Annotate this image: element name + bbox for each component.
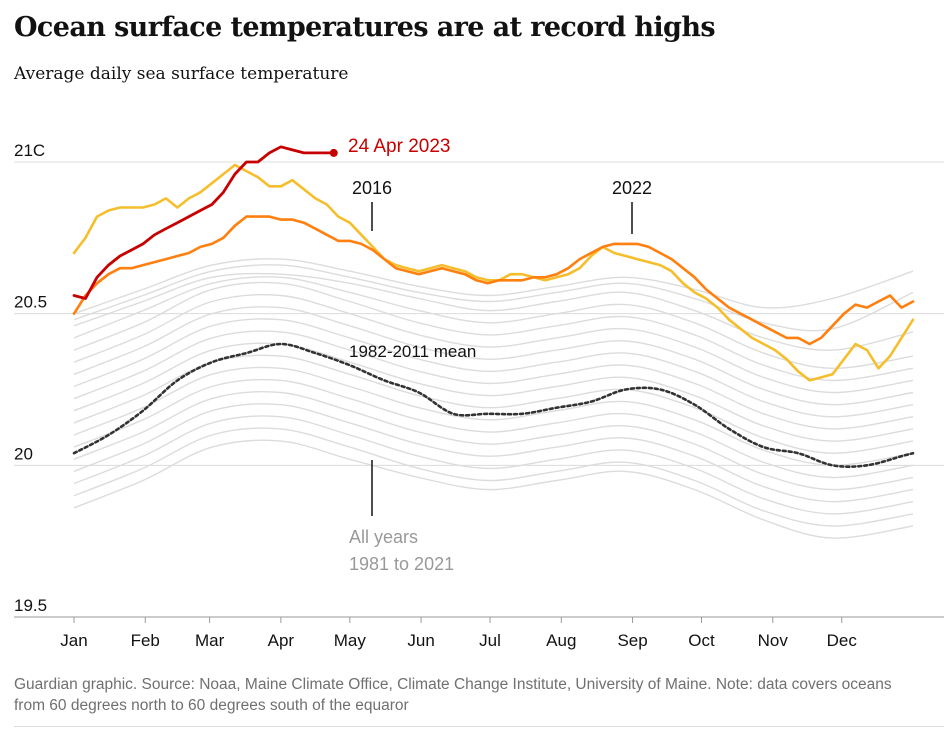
y-tick-label: 20.5 — [14, 293, 47, 312]
x-tick-label: Apr — [268, 631, 295, 650]
latest-2023-point — [329, 148, 338, 157]
all-years-line — [73, 439, 914, 539]
x-tick-label: Mar — [195, 631, 225, 650]
x-tick-label: Sep — [617, 631, 647, 650]
footer-divider — [14, 726, 944, 727]
x-tick-label: Jun — [407, 631, 434, 650]
all-years-line — [73, 415, 914, 515]
all-years-line — [73, 427, 914, 527]
all-years-line — [73, 330, 914, 430]
source-note: Guardian graphic. Source: Noaa, Maine Cl… — [14, 676, 892, 714]
all-years-line — [73, 354, 914, 454]
all-years-line — [73, 306, 914, 406]
x-tick-label: Feb — [131, 631, 160, 650]
label-all-years: All years — [349, 527, 418, 547]
y-tick-label: 20 — [14, 444, 33, 463]
label-2016: 2016 — [352, 178, 392, 198]
y-tick-label: 19.5 — [14, 596, 47, 615]
all-years-line — [73, 272, 914, 351]
x-tick-label: Dec — [827, 631, 858, 650]
all-years-line — [73, 378, 914, 479]
label-all-years-range: 1981 to 2021 — [349, 554, 454, 574]
x-tick-label: Nov — [758, 631, 789, 650]
all-years-line — [73, 264, 914, 332]
chart-subtitle: Average daily sea surface temperature — [14, 64, 349, 84]
sea-surface-temperature-chart: 21C 20.5 20 19.5 Jan Feb Mar Apr May Jun Jul Aug Sep… — [14, 136, 944, 650]
y-tick-label: 21C — [14, 141, 45, 160]
label-2023: 24 Apr 2023 — [348, 136, 450, 157]
all-years-line — [73, 366, 914, 467]
x-tick-label: Oct — [688, 631, 715, 650]
all-years-line — [73, 293, 914, 394]
x-tick-label: Jul — [479, 631, 501, 650]
all-years-line — [73, 342, 914, 442]
series-line-y2016 — [72, 163, 915, 382]
all-years-line — [73, 258, 914, 315]
x-tick-label: Jan — [60, 631, 87, 650]
label-mean: 1982-2011 mean — [349, 342, 476, 361]
x-tick-label: May — [334, 631, 367, 650]
series-line-y2023 — [72, 145, 336, 300]
chart-title: Ocean surface temperatures are at record… — [14, 12, 716, 43]
all-years-line — [73, 391, 914, 491]
all-years-line — [73, 281, 914, 382]
label-2022: 2022 — [612, 178, 652, 198]
all-years-line — [73, 276, 914, 370]
series-line-y2022 — [72, 215, 915, 346]
all-years-line — [73, 318, 914, 418]
all-years-line — [73, 403, 914, 503]
x-tick-label: Aug — [546, 631, 576, 650]
series-line-mean — [72, 342, 915, 468]
